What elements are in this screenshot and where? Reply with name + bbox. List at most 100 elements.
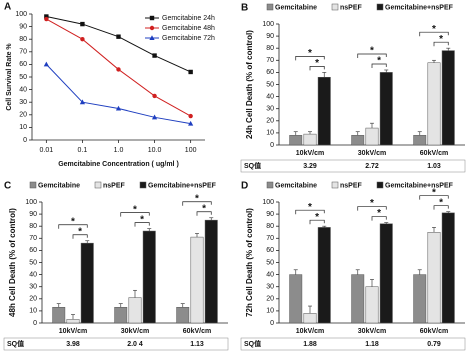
legend-label: nsPEF: [103, 182, 126, 189]
legend-label: nsPEF: [340, 4, 363, 11]
y-tick-label: 30: [266, 106, 274, 113]
x-tick-label: 60kV/cm: [420, 328, 448, 335]
significance-bracket: [120, 212, 150, 217]
significance-mark: *: [377, 56, 381, 67]
significance-bracket: [419, 195, 449, 200]
significance-mark: *: [315, 212, 319, 223]
legend-swatch: [376, 181, 384, 189]
y-tick-label: 20: [19, 112, 27, 119]
bar: [114, 307, 128, 324]
y-tick-label: 100: [15, 11, 27, 18]
marker: [116, 34, 121, 39]
marker: [188, 113, 193, 119]
significance-mark: *: [140, 214, 144, 225]
y-tick-label: 100: [262, 21, 274, 28]
y-tick-label: 80: [29, 223, 37, 230]
bar: [289, 274, 303, 324]
y-tick-label: 10: [19, 124, 27, 131]
y-tick-label: 20: [266, 296, 274, 303]
significance-mark: *: [78, 226, 82, 237]
y-tick-label: 90: [29, 211, 37, 218]
panel-label: D: [241, 181, 248, 192]
y-tick-label: 40: [19, 86, 27, 93]
significance-bracket: [72, 234, 88, 239]
legend-label: Gemcitabine: [275, 4, 317, 11]
y-axis-label: 48h Cell Death (% of control): [8, 208, 17, 317]
bar: [128, 297, 142, 324]
y-tick-label: 30: [266, 284, 274, 291]
bar: [303, 313, 317, 324]
y-tick-label: 80: [266, 223, 274, 230]
y-tick-label: 90: [266, 211, 274, 218]
sq-label: SQ值: [7, 339, 24, 348]
sq-value: 2.72: [365, 163, 379, 170]
bar: [427, 232, 441, 324]
x-axis-label: Gemcitabine Concentration ( ug/ml ): [58, 161, 179, 168]
significance-mark: *: [308, 202, 312, 213]
marker: [44, 14, 49, 19]
significance-bracket: [295, 209, 325, 215]
sq-value: 1.88: [303, 341, 317, 348]
panel-label: A: [4, 2, 11, 13]
bar: [413, 274, 427, 324]
bar: [303, 133, 317, 146]
significance-mark: *: [432, 187, 436, 198]
y-tick-label: 40: [266, 271, 274, 278]
legend-label: Gemcitabine+nsPEF: [148, 182, 217, 189]
marker: [80, 37, 85, 42]
significance-mark: *: [370, 46, 374, 57]
significance-bracket: [433, 205, 449, 210]
significance-mark: *: [439, 197, 443, 208]
bar: [142, 230, 156, 324]
x-tick-label: 0.1: [78, 147, 88, 154]
marker: [149, 35, 155, 40]
legend-label: Gemcitabine: [275, 182, 317, 189]
y-tick-label: 100: [262, 199, 274, 206]
y-tick-label: 100: [25, 199, 37, 206]
marker: [79, 99, 86, 105]
sq-row: [240, 159, 466, 173]
legend-label: Gemcitabine+nsPEF: [385, 4, 454, 11]
bar: [52, 307, 66, 324]
y-tick-label: 80: [19, 36, 27, 43]
legend-swatch: [331, 181, 339, 189]
legend-label: Gemcitabine 48h: [162, 25, 215, 32]
y-tick-label: 90: [266, 33, 274, 40]
y-tick-label: 10: [266, 130, 274, 137]
legend-label: Gemcitabine 72h: [162, 35, 215, 42]
bar: [441, 50, 455, 146]
sq-row: [3, 337, 229, 351]
sq-row: [240, 337, 466, 351]
legend-label: Gemcitabine 24h: [162, 15, 215, 22]
bar: [427, 62, 441, 146]
x-tick-label: 30kV/cm: [358, 150, 386, 157]
y-tick-label: 60: [19, 61, 27, 68]
y-axis-label: Cell Survival Rate %: [6, 43, 13, 111]
x-tick-label: 100: [185, 147, 197, 154]
bar: [379, 223, 393, 324]
bar: [441, 212, 455, 324]
y-tick-label: 40: [266, 93, 274, 100]
legend-swatch: [29, 181, 37, 189]
bar: [204, 219, 218, 324]
marker: [152, 93, 157, 99]
series-line: [45, 64, 191, 125]
sq-value: 2.0 4: [127, 341, 143, 348]
y-tick-label: 0: [33, 320, 37, 327]
marker: [151, 114, 158, 120]
bar: [317, 76, 331, 146]
significance-bracket: [134, 222, 150, 227]
significance-bracket: [371, 63, 387, 68]
legend-swatch: [331, 3, 339, 11]
significance-bracket: [58, 224, 88, 229]
sq-label: SQ值: [244, 339, 261, 348]
y-tick-label: 60: [266, 247, 274, 254]
legend-swatch: [376, 3, 384, 11]
x-tick-label: 30kV/cm: [358, 328, 386, 335]
sq-value: 1.03: [427, 163, 441, 170]
y-tick-label: 70: [29, 235, 37, 242]
significance-mark: *: [315, 58, 319, 69]
y-tick-label: 60: [29, 247, 37, 254]
marker: [152, 53, 157, 58]
